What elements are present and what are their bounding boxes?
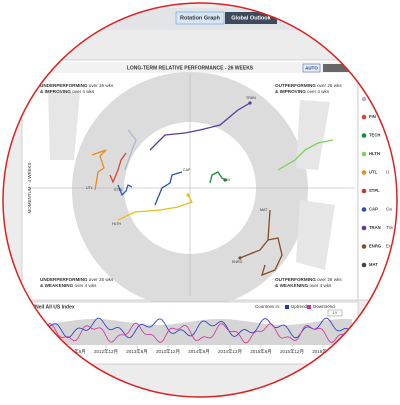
tab-inactive[interactable] bbox=[225, 12, 277, 24]
date-label: 2014年6月 bbox=[188, 348, 210, 355]
quadrant-label: UNDERPERFORMING over 26 wks bbox=[40, 277, 114, 282]
point-labels: TRAN STPL UTL HLTH CAP FIN MAT ENRG bbox=[86, 96, 268, 264]
legend-code[interactable]: STPL bbox=[369, 188, 380, 193]
tab[interactable]: Rotation Graph bbox=[180, 15, 221, 21]
date-label: 2013年6月 bbox=[126, 348, 148, 355]
shape bbox=[296, 200, 335, 270]
point bbox=[248, 101, 252, 105]
quadrant-label: & IMPROVING over 4 wks bbox=[275, 89, 330, 94]
trail bbox=[109, 152, 127, 184]
range-label[interactable]: 1Y bbox=[333, 310, 338, 315]
legend-dot[interactable] bbox=[361, 170, 367, 175]
legend-code[interactable]: TRAN bbox=[369, 225, 381, 230]
legend-dot[interactable] bbox=[361, 114, 367, 120]
date-label: 2015年12月 bbox=[280, 348, 304, 355]
legend-code[interactable]: ENRG bbox=[369, 244, 381, 249]
point-label: HLTH bbox=[112, 222, 122, 226]
point bbox=[238, 256, 242, 260]
legend-code[interactable]: HLTH bbox=[369, 151, 380, 156]
trail bbox=[277, 139, 334, 171]
point-label: MAT bbox=[260, 208, 268, 212]
point-label: CAP bbox=[183, 168, 191, 172]
legend-dot[interactable] bbox=[361, 207, 367, 212]
uptrend-label: Uptrend bbox=[291, 304, 308, 309]
trail bbox=[117, 194, 193, 221]
quadrant-label: & WEAKENING over 4 wks bbox=[275, 283, 332, 288]
tab-active[interactable] bbox=[175, 11, 225, 25]
uptrend-swatch bbox=[285, 305, 289, 309]
point-label: UTL bbox=[86, 186, 93, 190]
trail bbox=[124, 129, 137, 171]
shape bbox=[296, 100, 330, 170]
downtrend-line bbox=[29, 322, 353, 344]
index-area bbox=[30, 319, 352, 345]
slider[interactable] bbox=[323, 64, 353, 72]
point-label: FIN bbox=[224, 178, 230, 182]
date-label: 2015年6月 bbox=[250, 348, 272, 355]
date-label: 2012年12月 bbox=[94, 348, 118, 355]
legend-dot[interactable] bbox=[361, 262, 367, 268]
auto-button-label[interactable]: AUTO bbox=[305, 65, 318, 70]
tab[interactable]: Global Outlook bbox=[231, 15, 271, 21]
legend-name[interactable]: Ca bbox=[386, 207, 392, 212]
trails bbox=[91, 102, 334, 277]
legend-name[interactable]: Tra bbox=[386, 225, 393, 230]
quadrant-label: OUTPERFORMING over 26 wks bbox=[275, 277, 342, 282]
point-label: TRAN bbox=[246, 96, 256, 100]
countries-label: Countries in: bbox=[255, 304, 280, 309]
date-label: 2016年6月 bbox=[312, 348, 334, 355]
quadrant-label: & WEAKENING over 4 wks bbox=[40, 283, 97, 288]
quadrant-label: OUTPERFORMING over 26 wks bbox=[275, 83, 342, 88]
range-select[interactable] bbox=[327, 309, 343, 317]
trail bbox=[239, 239, 269, 259]
y-axis-label: MOMENTUM - 4 WEEKS bbox=[27, 162, 32, 213]
point bbox=[186, 193, 190, 197]
legend-dot[interactable] bbox=[361, 96, 367, 102]
point-label: ENRG bbox=[232, 260, 243, 264]
legend-dot[interactable] bbox=[361, 244, 367, 249]
legend-code[interactable]: CAP bbox=[369, 207, 378, 212]
legend-dot[interactable] bbox=[361, 188, 367, 194]
downtrend-label: Downtrend bbox=[313, 304, 335, 309]
legend-dot[interactable] bbox=[361, 225, 367, 231]
legend-dot[interactable] bbox=[361, 133, 367, 138]
legend-dot[interactable] bbox=[361, 151, 367, 157]
quadrant-label: & IMPROVING over 4 wks bbox=[40, 89, 95, 94]
legend: FIN TECH HLTH UTL U STPL CAP Ca TRAN Tra ENRG En MAT… bbox=[361, 114, 393, 268]
trail bbox=[117, 184, 133, 197]
trail bbox=[209, 171, 226, 184]
point-label: STPL bbox=[114, 188, 123, 192]
trail bbox=[91, 149, 107, 191]
shape bbox=[48, 92, 80, 160]
index-title: O'Neil All US Index bbox=[30, 304, 75, 310]
legend-name[interactable]: En bbox=[386, 244, 392, 249]
date-label: 2013年12月 bbox=[156, 348, 180, 355]
panel-header bbox=[22, 62, 358, 73]
uptrend-line bbox=[29, 317, 353, 339]
legend-dot[interactable] bbox=[361, 79, 367, 85]
date-label: 2014年12月 bbox=[218, 348, 242, 355]
trail-heads bbox=[186, 101, 252, 260]
downtrend-swatch bbox=[307, 305, 311, 309]
trail bbox=[149, 102, 251, 151]
quadrant-label: UNDERPERFORMING over 26 wks bbox=[40, 83, 114, 88]
legend-code[interactable]: TECH bbox=[369, 133, 380, 138]
point bbox=[223, 178, 227, 182]
frame-ring bbox=[2, 2, 398, 398]
trail bbox=[154, 171, 183, 206]
panel-title: LONG-TERM RELATIVE PERFORMANCE - 26 WEEK… bbox=[127, 65, 254, 71]
legend-name[interactable]: U bbox=[386, 170, 389, 175]
legend-code[interactable]: FIN bbox=[369, 114, 376, 119]
legend-code[interactable]: UTL bbox=[369, 170, 378, 175]
auto-button[interactable] bbox=[302, 63, 321, 73]
legend-code[interactable]: MAT bbox=[369, 262, 378, 267]
index-chart bbox=[29, 317, 353, 345]
ring bbox=[71, 72, 308, 308]
